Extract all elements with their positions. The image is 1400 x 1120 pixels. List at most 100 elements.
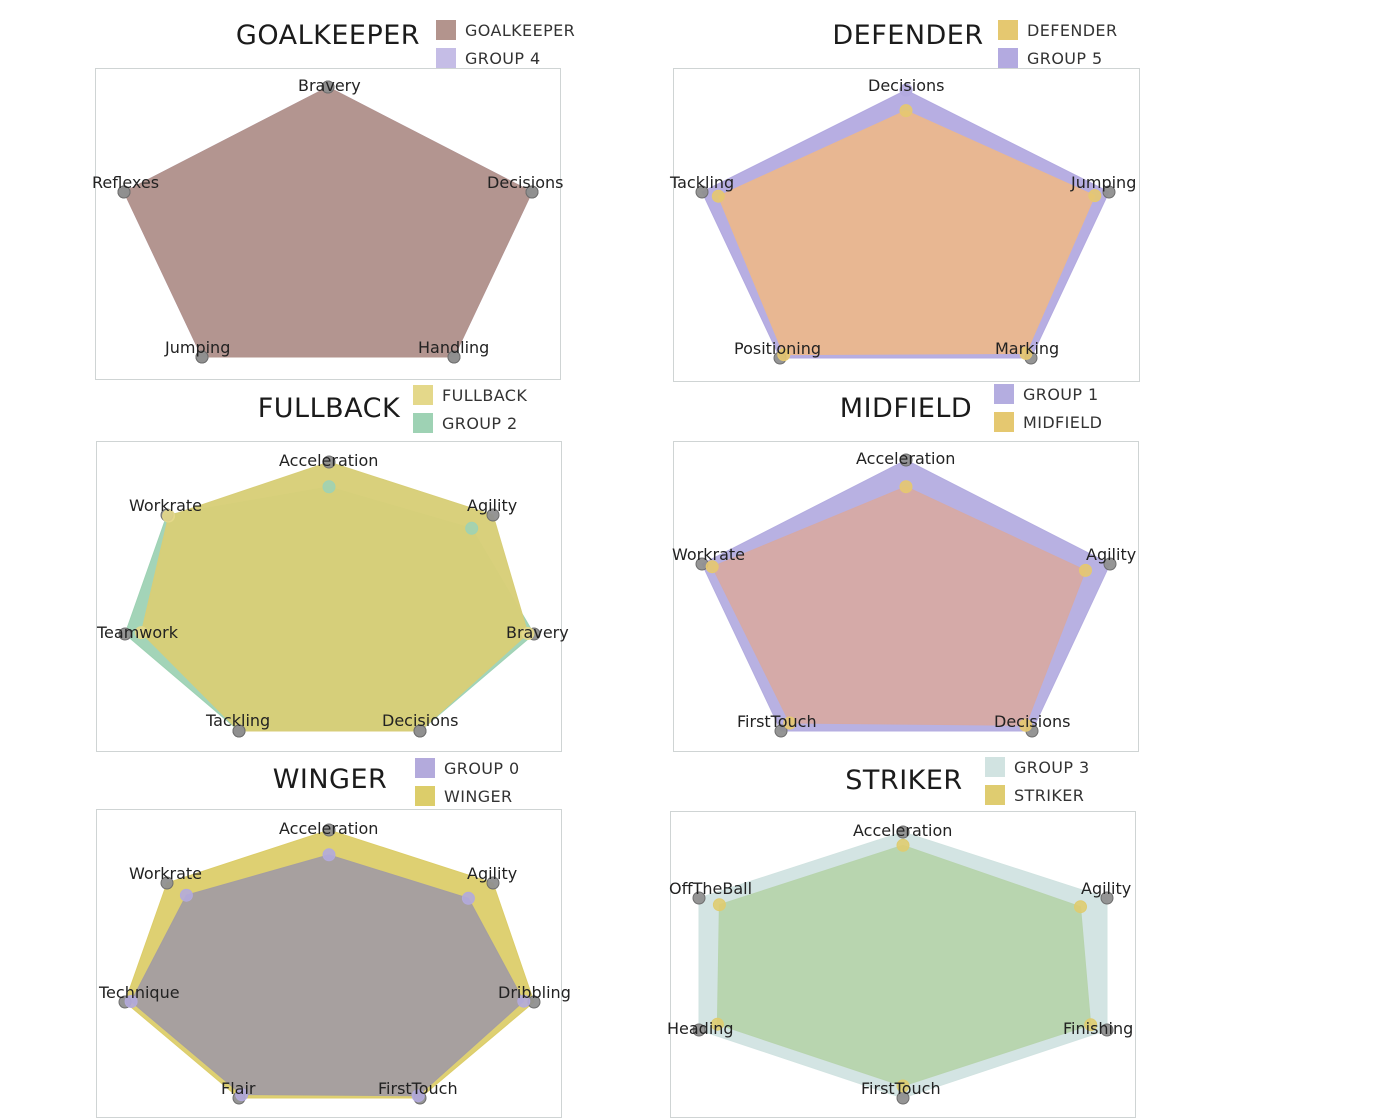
axis-label: Agility — [1086, 545, 1136, 564]
data-point[interactable] — [1088, 189, 1102, 203]
data-point[interactable] — [783, 716, 797, 730]
fullback-radar-chart: Acceleration Agility Bravery Decisions Tackl… — [96, 441, 569, 752]
data-point[interactable] — [486, 508, 500, 522]
legend-swatch — [985, 785, 1005, 805]
data-point[interactable] — [124, 995, 138, 1008]
data-point[interactable] — [1100, 891, 1114, 905]
legend-item[interactable]: STRIKER — [985, 781, 1090, 809]
winger-legend: GROUP 0 WINGER — [415, 754, 520, 810]
axis-label: Workrate — [129, 864, 202, 883]
data-point[interactable] — [899, 453, 913, 467]
legend-item[interactable]: GOALKEEPER — [436, 16, 575, 44]
data-point[interactable] — [117, 185, 131, 199]
legend-item[interactable]: GROUP 0 — [415, 754, 520, 782]
legend-item[interactable]: GROUP 2 — [413, 409, 527, 437]
data-point[interactable] — [695, 185, 709, 199]
data-point[interactable] — [1019, 346, 1033, 360]
data-point[interactable] — [486, 876, 500, 890]
data-point[interactable] — [162, 509, 176, 523]
data-point[interactable] — [692, 1023, 706, 1037]
data-point[interactable] — [692, 891, 706, 905]
axis-label: Agility — [1081, 879, 1131, 898]
defender-radar-svg: Decisions Jumping Marking Positioning Tackli… — [669, 76, 1136, 365]
winger-radar-svg: Acceleration Agility Dribbling FirstTouch Fl… — [98, 819, 571, 1105]
data-point[interactable] — [525, 185, 539, 199]
fullback-radar-svg: Acceleration Agility Bravery Decisions Tackl… — [96, 451, 569, 738]
data-point[interactable] — [235, 1088, 249, 1102]
data-point[interactable] — [1103, 557, 1117, 571]
data-point[interactable] — [777, 348, 791, 362]
axis-label: Heading — [667, 1019, 734, 1038]
data-point[interactable] — [413, 724, 427, 738]
data-point[interactable] — [179, 888, 193, 902]
axis-label: Workrate — [672, 545, 745, 564]
data-point[interactable] — [465, 521, 479, 535]
data-point[interactable] — [517, 994, 531, 1008]
data-point[interactable] — [711, 189, 725, 203]
data-point[interactable] — [1079, 563, 1092, 577]
legend-swatch — [998, 48, 1018, 68]
axis-label: Decisions — [868, 76, 944, 95]
data-point[interactable] — [899, 83, 913, 97]
axis-label: Jumping — [164, 338, 230, 357]
goalkeeper-title: GOALKEEPER — [235, 20, 421, 51]
data-point[interactable] — [447, 350, 461, 364]
data-point[interactable] — [1102, 185, 1116, 199]
legend-item[interactable]: GROUP 4 — [436, 44, 575, 72]
legend-label: GROUP 1 — [1023, 384, 1099, 404]
axis-label: Teamwork — [96, 623, 179, 642]
data-point[interactable] — [160, 876, 174, 890]
legend-swatch — [998, 20, 1018, 40]
data-point[interactable] — [899, 104, 913, 118]
legend-swatch — [415, 758, 435, 778]
legend-item[interactable]: GROUP 1 — [994, 380, 1102, 408]
data-point[interactable] — [1019, 718, 1033, 732]
legend-label: GROUP 0 — [444, 758, 520, 778]
axis-label: Bravery — [506, 623, 569, 642]
data-point[interactable] — [322, 823, 336, 837]
axis-label: FirstTouch — [378, 1079, 458, 1098]
data-point[interactable] — [899, 480, 913, 494]
legend-item[interactable]: MIDFIELD — [994, 408, 1102, 436]
data-point[interactable] — [705, 560, 719, 574]
axis-label: FirstTouch — [861, 1079, 941, 1098]
data-point[interactable] — [896, 1079, 910, 1093]
goalkeeper-radar-chart: Bravery Decisions Handling Jumping Reflexes — [92, 68, 563, 380]
data-point[interactable] — [710, 1017, 724, 1031]
striker-radar-svg: Acceleration Agility Finishing FirstTouch He… — [667, 821, 1133, 1105]
legend-swatch — [436, 20, 456, 40]
data-point[interactable] — [774, 724, 788, 738]
data-point[interactable] — [321, 80, 335, 94]
data-point[interactable] — [461, 891, 475, 905]
legend-swatch — [413, 385, 433, 405]
data-point[interactable] — [134, 626, 148, 640]
legend-item[interactable]: WINGER — [415, 782, 520, 810]
data-point[interactable] — [118, 627, 132, 641]
data-point[interactable] — [322, 848, 336, 862]
data-point[interactable] — [1100, 1023, 1114, 1037]
axis-label: FirstTouch — [737, 712, 817, 731]
axis-label: Decisions — [994, 712, 1070, 731]
data-point[interactable] — [1084, 1018, 1098, 1032]
data-point[interactable] — [195, 350, 209, 364]
legend-item[interactable]: DEFENDER — [998, 16, 1117, 44]
legend-label: GOALKEEPER — [465, 20, 576, 40]
data-point[interactable] — [521, 627, 535, 640]
legend-item[interactable]: GROUP 5 — [998, 44, 1117, 72]
data-point[interactable] — [1074, 900, 1087, 914]
legend-swatch — [994, 384, 1014, 404]
data-point[interactable] — [322, 455, 336, 469]
data-point[interactable] — [896, 825, 910, 839]
series-area-defender — [717, 110, 1096, 356]
axis-label: Acceleration — [279, 451, 378, 470]
legend-label: WINGER — [444, 786, 513, 806]
legend-item[interactable]: GROUP 3 — [985, 753, 1090, 781]
data-point[interactable] — [712, 898, 726, 912]
data-point[interactable] — [896, 838, 910, 852]
legend-item[interactable]: FULLBACK — [413, 381, 527, 409]
data-point[interactable] — [411, 1089, 425, 1103]
data-point[interactable] — [232, 724, 246, 738]
striker-title: STRIKER — [845, 765, 963, 796]
legend-label: DEFENDER — [1027, 20, 1118, 40]
data-point[interactable] — [322, 480, 336, 494]
